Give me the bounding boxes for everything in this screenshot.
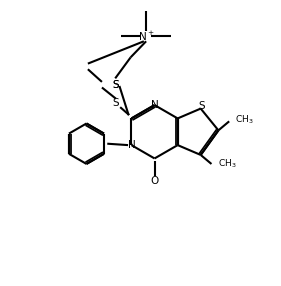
Text: CH$_3$: CH$_3$	[218, 158, 236, 170]
Text: S: S	[199, 101, 205, 111]
Text: N: N	[128, 140, 135, 150]
Text: S: S	[113, 98, 119, 108]
Text: S: S	[112, 80, 119, 90]
Text: CH$_3$: CH$_3$	[235, 114, 254, 126]
Text: O: O	[150, 176, 159, 186]
Text: N$^+$: N$^+$	[138, 30, 155, 43]
Text: S: S	[112, 80, 119, 90]
Text: N: N	[151, 100, 158, 110]
